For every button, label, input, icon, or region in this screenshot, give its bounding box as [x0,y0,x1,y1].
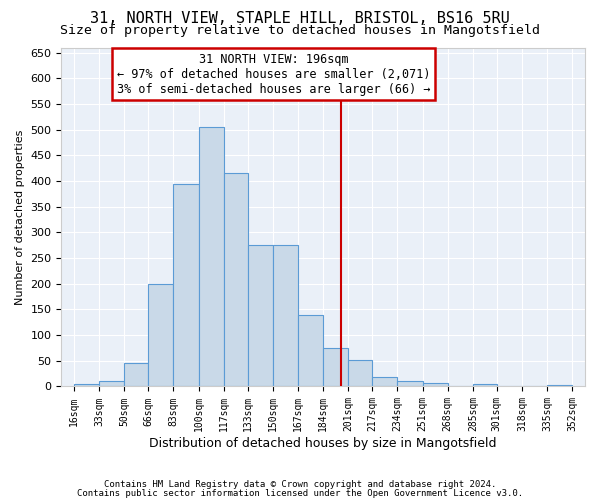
Bar [349,360,372,386]
Bar [397,382,422,386]
X-axis label: Distribution of detached houses by size in Mangotsfield: Distribution of detached houses by size … [149,437,497,450]
Bar [224,174,248,386]
Text: 31 NORTH VIEW: 196sqm
← 97% of detached houses are smaller (2,071)
3% of semi-de: 31 NORTH VIEW: 196sqm ← 97% of detached … [117,52,430,96]
Bar [473,384,497,386]
Bar [372,377,397,386]
Bar [199,127,224,386]
Bar [248,245,273,386]
Bar [173,184,199,386]
Bar [298,314,323,386]
Bar [273,245,298,386]
Bar [323,348,349,387]
Y-axis label: Number of detached properties: Number of detached properties [15,130,25,304]
Bar [99,382,124,386]
Text: Size of property relative to detached houses in Mangotsfield: Size of property relative to detached ho… [60,24,540,37]
Text: Contains public sector information licensed under the Open Government Licence v3: Contains public sector information licen… [77,488,523,498]
Bar [124,364,148,386]
Bar [74,384,99,386]
Bar [547,385,572,386]
Text: Contains HM Land Registry data © Crown copyright and database right 2024.: Contains HM Land Registry data © Crown c… [104,480,496,489]
Bar [148,284,173,386]
Bar [422,383,448,386]
Text: 31, NORTH VIEW, STAPLE HILL, BRISTOL, BS16 5RU: 31, NORTH VIEW, STAPLE HILL, BRISTOL, BS… [90,11,510,26]
